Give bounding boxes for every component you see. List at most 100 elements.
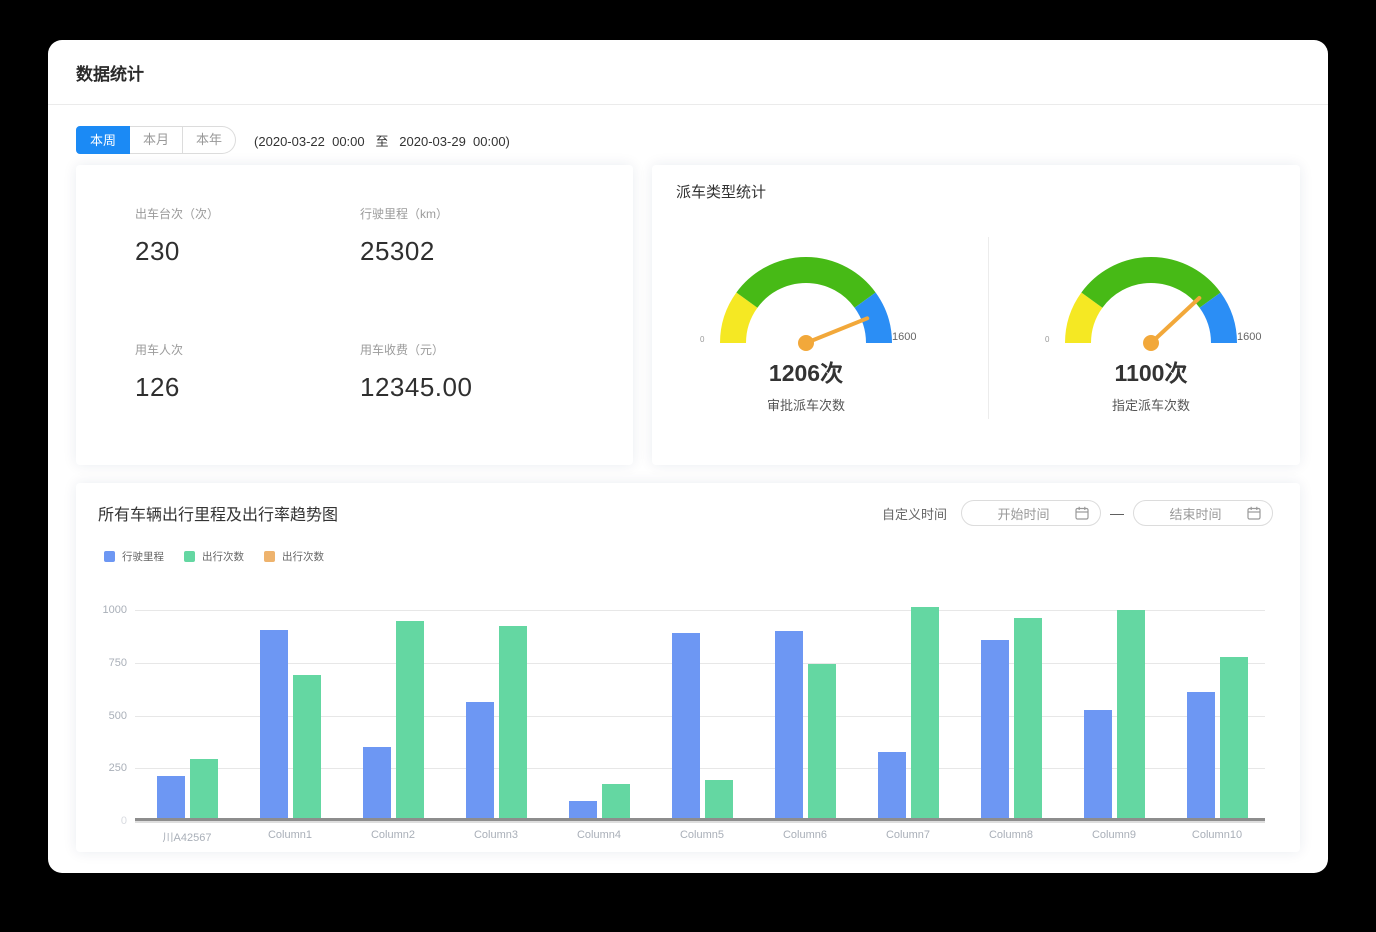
gridline [135, 715, 1265, 717]
gauge-hub [798, 335, 814, 351]
chart-legend: 行驶里程 出行次数 出行次数 [104, 549, 324, 564]
tab-this-year[interactable]: 本年 [183, 126, 237, 154]
gauge-segment [719, 292, 758, 344]
bar [190, 759, 218, 818]
period-toolbar: 本周 本月 本年 (2020-03-22 00:00 至 2020-03-29 00… [76, 126, 510, 154]
bar [1220, 657, 1248, 818]
y-axis-label: 750 [108, 656, 127, 669]
legend-item-1[interactable]: 出行次数 [184, 549, 244, 564]
y-axis-label: 0 [120, 815, 127, 827]
bar [1187, 692, 1215, 818]
stats-card: 出车台次（次） 230 行驶里程（km） 25302 用车人次 126 用车收费（元） 123… [76, 165, 633, 465]
bar [1117, 610, 1145, 818]
gauge-needle [1149, 296, 1202, 345]
vertical-divider [988, 237, 989, 419]
gauge-assigned-dispatch: 0 1600 1100次 指定派车次数 [1021, 243, 1281, 414]
date-range-text: (2020-03-22 00:00 至 2020-03-29 00:00) [254, 133, 510, 149]
gridline [135, 610, 1265, 611]
legend-label: 出行次数 [282, 551, 324, 563]
calendar-icon [1247, 506, 1261, 520]
custom-time-controls: 自定义时间 开始时间 — 结束时间 [882, 500, 1274, 526]
trend-chart-title: 所有车辆出行里程及出行率趋势图 [98, 507, 339, 524]
x-axis-label: Column4 [576, 829, 622, 841]
bar [775, 631, 803, 818]
gauge-arc [1064, 256, 1238, 351]
gauge-segment [1064, 292, 1103, 344]
y-axis-label: 500 [108, 709, 127, 722]
x-axis-label: Column1 [267, 829, 313, 841]
dispatch-type-card: 派车类型统计 0 1600 1206次审批派车次数 0 1600 1100次 指定派车次数 [652, 165, 1300, 465]
gauge-value: 1206次 [768, 360, 844, 386]
calendar-icon [1075, 506, 1089, 520]
stat-label: 用车人次 [135, 343, 184, 357]
stat-value: 230 [135, 236, 180, 266]
tab-this-month[interactable]: 本月 [130, 126, 184, 154]
stat-passenger-count: 用车人次 126 [135, 341, 183, 403]
bar-chart-plot: 0 250 500 750 1000 川A42567 Column1 Column2 Colum… [103, 604, 1265, 844]
y-axis-label: 250 [108, 762, 127, 775]
gauge-segment [736, 256, 876, 309]
gauge-max-label: 1600 [892, 331, 917, 343]
x-axis-label: 川A42567 [162, 832, 212, 844]
gauge-segment [1081, 256, 1221, 309]
stat-value: 25302 [360, 236, 435, 266]
x-axis-label: Column2 [370, 829, 416, 841]
custom-time-label: 自定义时间 [882, 506, 948, 522]
x-axis-label: Column3 [473, 829, 519, 841]
bar [981, 640, 1009, 818]
trend-chart-card: 所有车辆出行里程及出行率趋势图 自定义时间 开始时间 — 结束时间 [76, 483, 1300, 852]
bar [1084, 710, 1112, 818]
bar [466, 702, 494, 818]
gauge-caption: 指定派车次数 [1111, 398, 1190, 413]
period-tab-group: 本周 本月 本年 [76, 126, 237, 154]
stat-value: 12345.00 [360, 372, 473, 402]
stat-label: 行驶里程（km） [360, 207, 448, 221]
stat-label: 出车台次（次） [135, 207, 220, 221]
x-axis-label: Column7 [885, 829, 931, 841]
start-time-input[interactable]: 开始时间 [961, 500, 1102, 526]
tab-this-week[interactable]: 本周 [76, 126, 131, 154]
bar [396, 621, 424, 818]
bar [602, 784, 630, 818]
bar [363, 747, 391, 818]
gauge-approved-dispatch: 0 1600 1206次审批派车次数 [676, 243, 936, 414]
stat-fee: 用车收费（元） 12345.00 [360, 341, 472, 403]
x-axis-label: Column5 [679, 829, 725, 841]
page-title: 数据统计 [76, 64, 144, 84]
legend-swatch [104, 551, 115, 562]
gauge-caption: 审批派车次数 [766, 398, 845, 413]
gauge-arc [719, 256, 893, 351]
gauge-min-label: 0 [700, 335, 705, 344]
stat-value: 126 [135, 372, 180, 402]
legend-label: 行驶里程 [122, 551, 164, 563]
gauge-hub [1143, 335, 1159, 351]
end-time-input[interactable]: 结束时间 [1133, 500, 1274, 526]
bar [499, 626, 527, 818]
start-time-placeholder: 开始时间 [997, 506, 1050, 522]
gridline [135, 768, 1265, 770]
time-range-separator: — [1110, 505, 1125, 521]
gauge-segment [1199, 292, 1238, 344]
x-axis-label: Column10 [1191, 829, 1243, 841]
legend-item-2[interactable]: 出行次数 [264, 549, 324, 564]
y-axis-label: 1000 [102, 604, 127, 616]
stat-dispatch-count: 出车台次（次） 230 [135, 205, 219, 267]
dispatch-card-title: 派车类型统计 [676, 184, 767, 201]
x-axis-label: Column9 [1091, 829, 1137, 841]
bar [1014, 618, 1042, 818]
legend-label: 出行次数 [202, 551, 244, 563]
bar [878, 752, 906, 818]
legend-item-0[interactable]: 行驶里程 [104, 549, 164, 564]
end-time-placeholder: 结束时间 [1169, 506, 1222, 522]
bar [157, 776, 185, 818]
gauge-needle [804, 316, 870, 345]
gauge-segment [854, 292, 893, 344]
bar [569, 801, 597, 818]
legend-swatch [264, 551, 275, 562]
legend-swatch [184, 551, 195, 562]
stat-mileage: 行驶里程（km） 25302 [360, 205, 448, 267]
gauge-min-label: 0 [1045, 335, 1050, 344]
app-window: 数据统计 本周 本月 本年 (2020-03-22 00:00 至 2020-03-… [48, 40, 1328, 873]
bar [260, 630, 288, 818]
